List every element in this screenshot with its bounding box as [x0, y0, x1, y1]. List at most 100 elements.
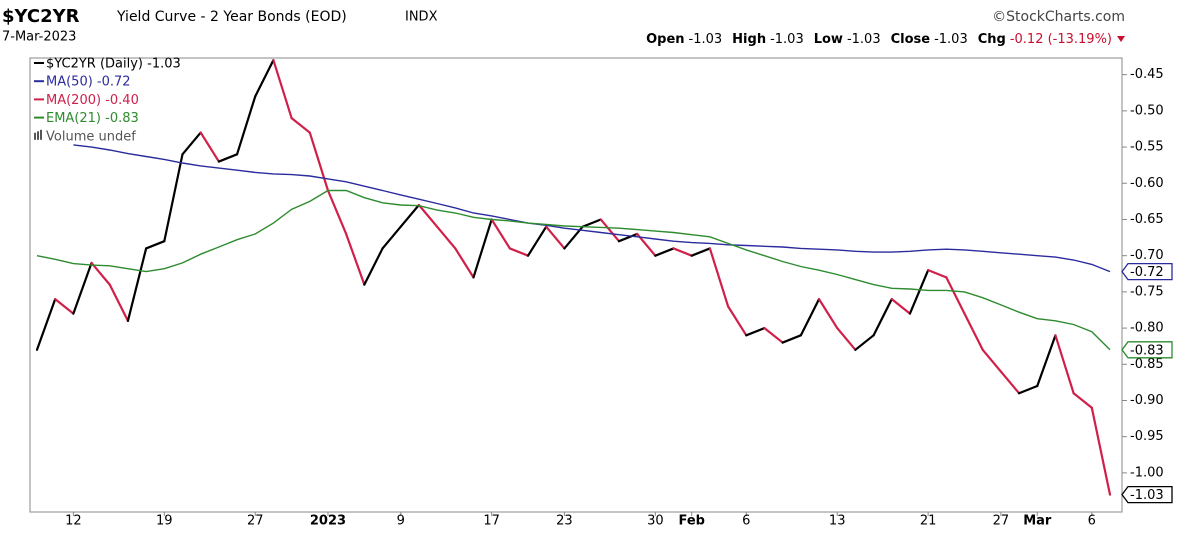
price-segment [308, 131, 330, 192]
price-segment [1036, 334, 1057, 388]
price-segment [963, 312, 984, 351]
price-segment [181, 131, 202, 156]
plot-frame [29, 57, 1123, 513]
y-tick-label: -0.80 [1130, 321, 1164, 336]
x-tick-label: Mar [1023, 514, 1052, 529]
x-tick-label: 19 [156, 514, 173, 529]
y-tick-label: -0.55 [1130, 140, 1164, 155]
exchange: INDX [405, 10, 438, 25]
y-tick-label: -0.60 [1130, 176, 1164, 191]
date: 7-Mar-2023 [2, 30, 76, 45]
y-tick-label: -0.90 [1130, 393, 1164, 408]
x-tick-label: 21 [920, 514, 937, 529]
price-segment [690, 247, 711, 257]
price-segment [163, 153, 184, 243]
price-segment [417, 203, 439, 228]
legend-label: MA(200) -0.40 [46, 93, 139, 108]
price-segment [526, 225, 548, 257]
price-segment [781, 334, 802, 344]
price-segment [1090, 406, 1112, 496]
end-label: -0.72 [1130, 265, 1164, 280]
price-segment [745, 326, 766, 337]
price-segment [545, 225, 566, 250]
x-tick-label: 23 [556, 514, 573, 529]
source: ©StockCharts.com [992, 9, 1125, 25]
quote-line: Open -1.03 High -1.03 Low -1.03 Close -1.03 Chg -… [646, 32, 1112, 47]
price-segment [890, 298, 912, 315]
price-segment [1072, 392, 1093, 409]
price-segment [617, 232, 639, 243]
x-tick-label: 27 [247, 514, 264, 529]
price-segment [54, 298, 75, 315]
price-segment [90, 261, 111, 286]
y-tick-label: -0.65 [1130, 212, 1164, 227]
price-segment [981, 348, 1002, 373]
price-segment [908, 269, 930, 315]
price-segment [726, 305, 748, 337]
price-segment [472, 218, 493, 279]
end-label: -1.03 [1130, 488, 1164, 503]
legend-icon [40, 129, 42, 140]
legend-icon [37, 131, 39, 140]
x-tick-label: Feb [678, 514, 704, 529]
price-segment [581, 218, 602, 228]
price-segment [72, 261, 93, 315]
price-segment [672, 247, 693, 257]
price-segment [508, 247, 530, 257]
legend-label: Volume undef [46, 129, 136, 144]
indicator-line [73, 144, 1111, 273]
price-segment [235, 95, 257, 156]
symbol: $YC2YR [2, 6, 80, 27]
y-tick-label: -0.50 [1130, 103, 1164, 118]
end-label: -0.83 [1130, 343, 1164, 358]
legend-icon [34, 132, 36, 140]
price-segment [836, 326, 857, 351]
price-segment [599, 218, 621, 243]
price-segment [199, 131, 220, 163]
x-tick-label: 6 [742, 514, 750, 529]
price-segment [708, 247, 730, 308]
price-segment [381, 225, 402, 250]
end-label-box [1121, 485, 1173, 504]
price-segment [326, 189, 348, 236]
quote-label: High [732, 32, 766, 47]
price-segment [35, 298, 57, 351]
price-segment [126, 247, 148, 322]
y-tick-label: -0.95 [1130, 429, 1164, 444]
price-segment [217, 153, 239, 163]
price-segment [763, 326, 784, 344]
price-segment [999, 370, 1021, 395]
price-segment [254, 59, 275, 98]
price-segment [436, 225, 457, 250]
price-segment [817, 298, 839, 330]
y-tick-label: -0.75 [1130, 284, 1164, 299]
down-arrow [1117, 36, 1125, 42]
legend-label: MA(50) -0.72 [46, 75, 131, 90]
y-tick-label: -0.85 [1130, 357, 1164, 372]
y-tick-label: -0.70 [1130, 248, 1164, 263]
end-label-box [1121, 262, 1173, 281]
price-segment [1054, 334, 1075, 395]
x-tick-label: 6 [1088, 514, 1096, 529]
price-segment [799, 298, 821, 337]
x-tick-label: 27 [993, 514, 1010, 529]
quote-value: -1.03 [770, 32, 804, 47]
y-tick-label: -0.45 [1130, 67, 1164, 82]
price-segment [272, 59, 293, 120]
price-segment [399, 203, 421, 228]
security-name: Yield Curve - 2 Year Bonds (EOD) [116, 9, 347, 25]
x-tick-label: 9 [397, 514, 405, 529]
price-segment [145, 240, 166, 250]
y-tick-label: -1.00 [1130, 465, 1164, 480]
legend-label: EMA(21) -0.83 [46, 111, 139, 126]
x-tick-label: 12 [65, 514, 82, 529]
x-tick-label: 13 [829, 514, 846, 529]
price-segment [945, 276, 966, 315]
price-segment [927, 269, 948, 279]
quote-label: Low [814, 32, 843, 47]
end-label-box [1121, 341, 1173, 359]
price-segment [854, 334, 875, 351]
quote-value: -1.03 [847, 32, 881, 47]
quote-value: -1.03 [934, 32, 968, 47]
